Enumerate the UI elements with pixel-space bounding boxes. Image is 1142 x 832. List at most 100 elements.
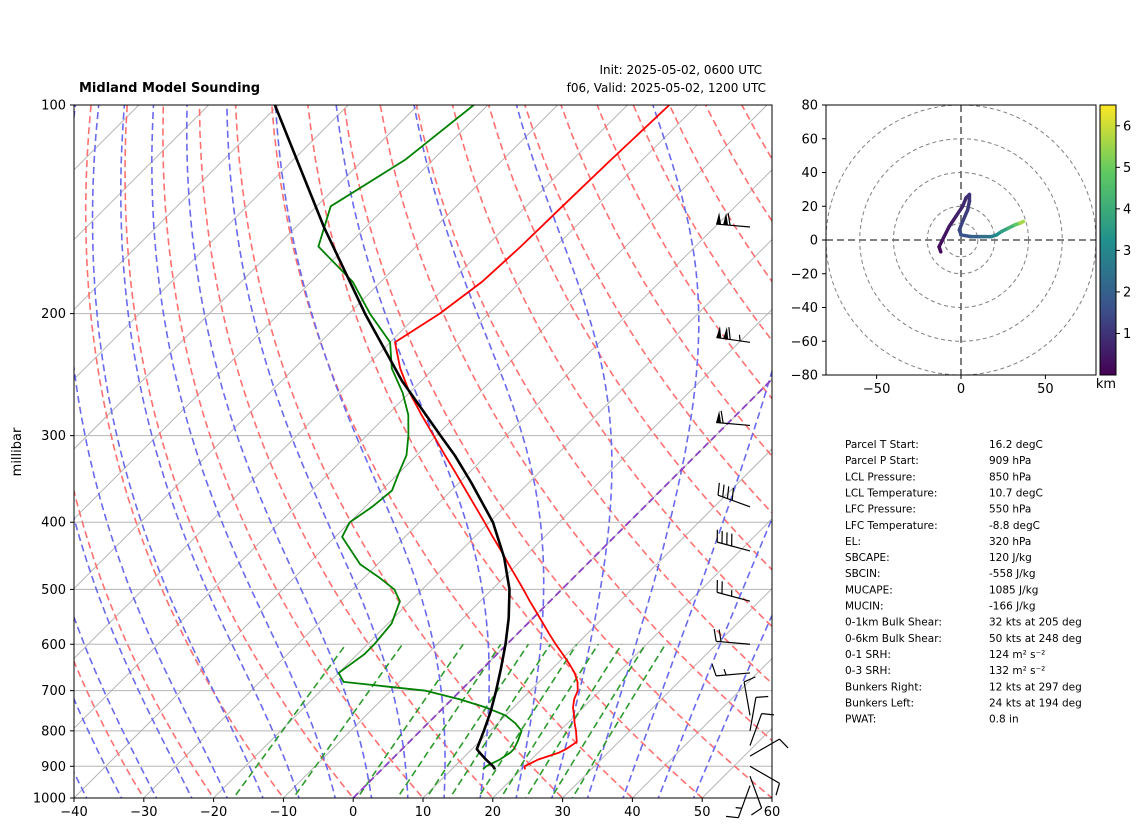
mixing-ratio-line	[571, 643, 667, 798]
param-label: MUCIN:	[845, 601, 884, 613]
parameter-table: Parcel T Start: 16.2 degC Parcel P Start: 9…	[845, 439, 1082, 726]
zero-isotherm	[352, 377, 772, 798]
colorbar-tick-label: 4	[1123, 202, 1131, 217]
barb-flag	[716, 325, 722, 339]
wind-barb	[716, 580, 751, 602]
mixing-ratio-line	[396, 643, 502, 798]
barb-full	[717, 482, 720, 496]
dry-adiabat	[596, 105, 772, 400]
param-label: 0-3 SRH:	[845, 665, 891, 677]
barb-full	[779, 738, 789, 749]
moist-adiabat	[0, 247, 24, 813]
isotherm-line	[422, 448, 772, 798]
skew-t-background-lines	[0, 105, 772, 813]
y-tick-label: 400	[41, 516, 66, 531]
colorbar-tick-label: 5	[1123, 161, 1131, 176]
barb-full	[711, 664, 717, 677]
barb-staff	[717, 541, 751, 552]
param-label: 0-1km Bulk Shear:	[845, 617, 942, 629]
moist-adiabat	[74, 515, 193, 798]
y-tick-label: 700	[41, 684, 66, 699]
mixing-ratio-line	[550, 643, 647, 798]
isotherm-line	[74, 105, 419, 450]
hodograph-y-label: 20	[801, 200, 818, 215]
isotherm-line	[771, 797, 772, 798]
mixing-ratio-line	[524, 643, 623, 798]
dry-adiabat	[124, 105, 355, 798]
isotherm-line	[74, 105, 349, 380]
wind-barb	[716, 212, 751, 228]
barb-staff	[737, 785, 751, 818]
param-value: 550 hPa	[989, 504, 1031, 516]
param-label: Bunkers Left:	[845, 697, 914, 709]
isotherm-line	[74, 105, 698, 729]
moist-adiabat	[91, 105, 264, 798]
x-tick-label: −10	[270, 805, 297, 820]
wind-barb	[749, 695, 769, 731]
wind-barbs	[711, 212, 789, 819]
y-tick-label: 600	[41, 638, 66, 653]
isotherm-line	[213, 238, 772, 798]
hodograph-segment	[1018, 219, 1026, 225]
param-label: EL:	[845, 536, 861, 548]
skew-t-profiles	[273, 105, 670, 770]
dry-adiabat	[271, 105, 634, 798]
param-value: 50 kts at 248 deg	[989, 633, 1082, 645]
isotherm-line	[74, 105, 279, 311]
dry-adiabat	[560, 105, 772, 458]
wind-barb	[749, 738, 789, 757]
barb-flag	[723, 212, 729, 226]
init-time: Init: 2025-05-02, 0600 UTC	[599, 63, 762, 77]
y-tick-label: 200	[41, 307, 66, 322]
param-label: SBCAPE:	[845, 552, 890, 564]
param-value: 10.7 degC	[989, 487, 1043, 499]
isotherm-line	[632, 657, 772, 798]
barb-staff	[717, 494, 751, 508]
barb-staff	[716, 223, 751, 228]
moist-adiabat	[226, 105, 409, 798]
barb-full	[731, 487, 735, 501]
temperature-profile	[394, 105, 670, 770]
dry-adiabat	[74, 659, 145, 798]
hodograph-y-label: −20	[791, 267, 818, 282]
barb-full	[726, 486, 730, 499]
barb-full	[728, 327, 731, 340]
isotherm-line	[143, 169, 772, 798]
param-label: 0-6km Bulk Shear:	[845, 633, 942, 645]
barb-half	[735, 807, 742, 809]
barb-full	[775, 783, 781, 796]
isotherm-line	[283, 308, 772, 798]
x-tick-label: 10	[415, 805, 432, 820]
param-value: 120 J/kg	[989, 552, 1032, 564]
param-value: 320 hPa	[989, 536, 1031, 548]
hodograph-trace	[937, 192, 1026, 254]
barb-full	[718, 629, 722, 642]
height-colorbar	[1099, 104, 1117, 376]
wind-barb	[749, 775, 763, 816]
y-tick-label: 1000	[33, 792, 66, 807]
dry-adiabat	[451, 105, 772, 628]
y-tick-label: 800	[41, 724, 66, 739]
colorbar-tick-label: 2	[1123, 285, 1131, 300]
colorbar-label: km	[1096, 377, 1116, 392]
moist-adiabat	[515, 105, 613, 798]
param-label: Parcel T Start:	[845, 439, 919, 451]
barb-staff	[749, 738, 780, 757]
wind-barb	[743, 676, 756, 716]
wind-barb	[711, 664, 751, 677]
dry-adiabat	[162, 105, 425, 798]
hodograph-y-label: −80	[791, 369, 818, 384]
hodograph-y-label: −40	[791, 301, 818, 316]
dry-adiabat	[343, 105, 772, 798]
isotherm-line	[74, 105, 628, 660]
dry-adiabat	[487, 105, 772, 571]
barb-full	[743, 676, 756, 683]
skew-t-ticks: −40 −30 −20 −10 0 10 20 30 40 50 60 100 200 300 400 500…	[33, 99, 780, 821]
param-label: MUCAPE:	[845, 584, 893, 596]
dry-adiabat	[307, 105, 704, 798]
moist-adiabat	[586, 105, 700, 798]
isotherm-line	[74, 105, 489, 520]
barb-staff	[749, 697, 757, 731]
hodograph-y-label: −60	[791, 335, 818, 350]
barb-staff	[749, 713, 763, 746]
